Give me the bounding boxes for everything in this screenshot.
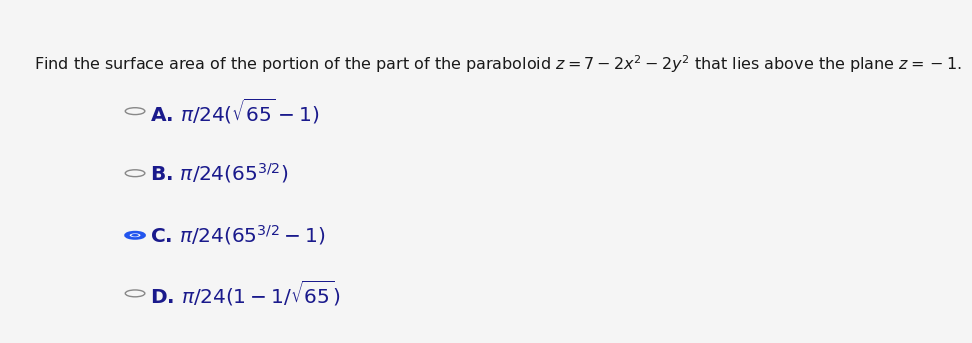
Text: C. $\pi/24(65^{3/2} - 1)$: C. $\pi/24(65^{3/2} - 1)$ bbox=[150, 223, 326, 247]
Text: B. $\pi/24(65^{3/2})$: B. $\pi/24(65^{3/2})$ bbox=[150, 161, 289, 185]
Text: A. $\pi/24(\sqrt{65} - 1)$: A. $\pi/24(\sqrt{65} - 1)$ bbox=[150, 96, 320, 126]
Text: Find the surface area of the portion of the part of the paraboloid $z = 7 - 2x^2: Find the surface area of the portion of … bbox=[34, 53, 962, 75]
Circle shape bbox=[131, 234, 139, 237]
Circle shape bbox=[125, 108, 145, 115]
Circle shape bbox=[125, 170, 145, 177]
Circle shape bbox=[125, 232, 145, 239]
Circle shape bbox=[129, 233, 140, 237]
Text: D. $\pi/24(1 - 1/\sqrt{65})$: D. $\pi/24(1 - 1/\sqrt{65})$ bbox=[150, 279, 340, 308]
Circle shape bbox=[125, 290, 145, 297]
